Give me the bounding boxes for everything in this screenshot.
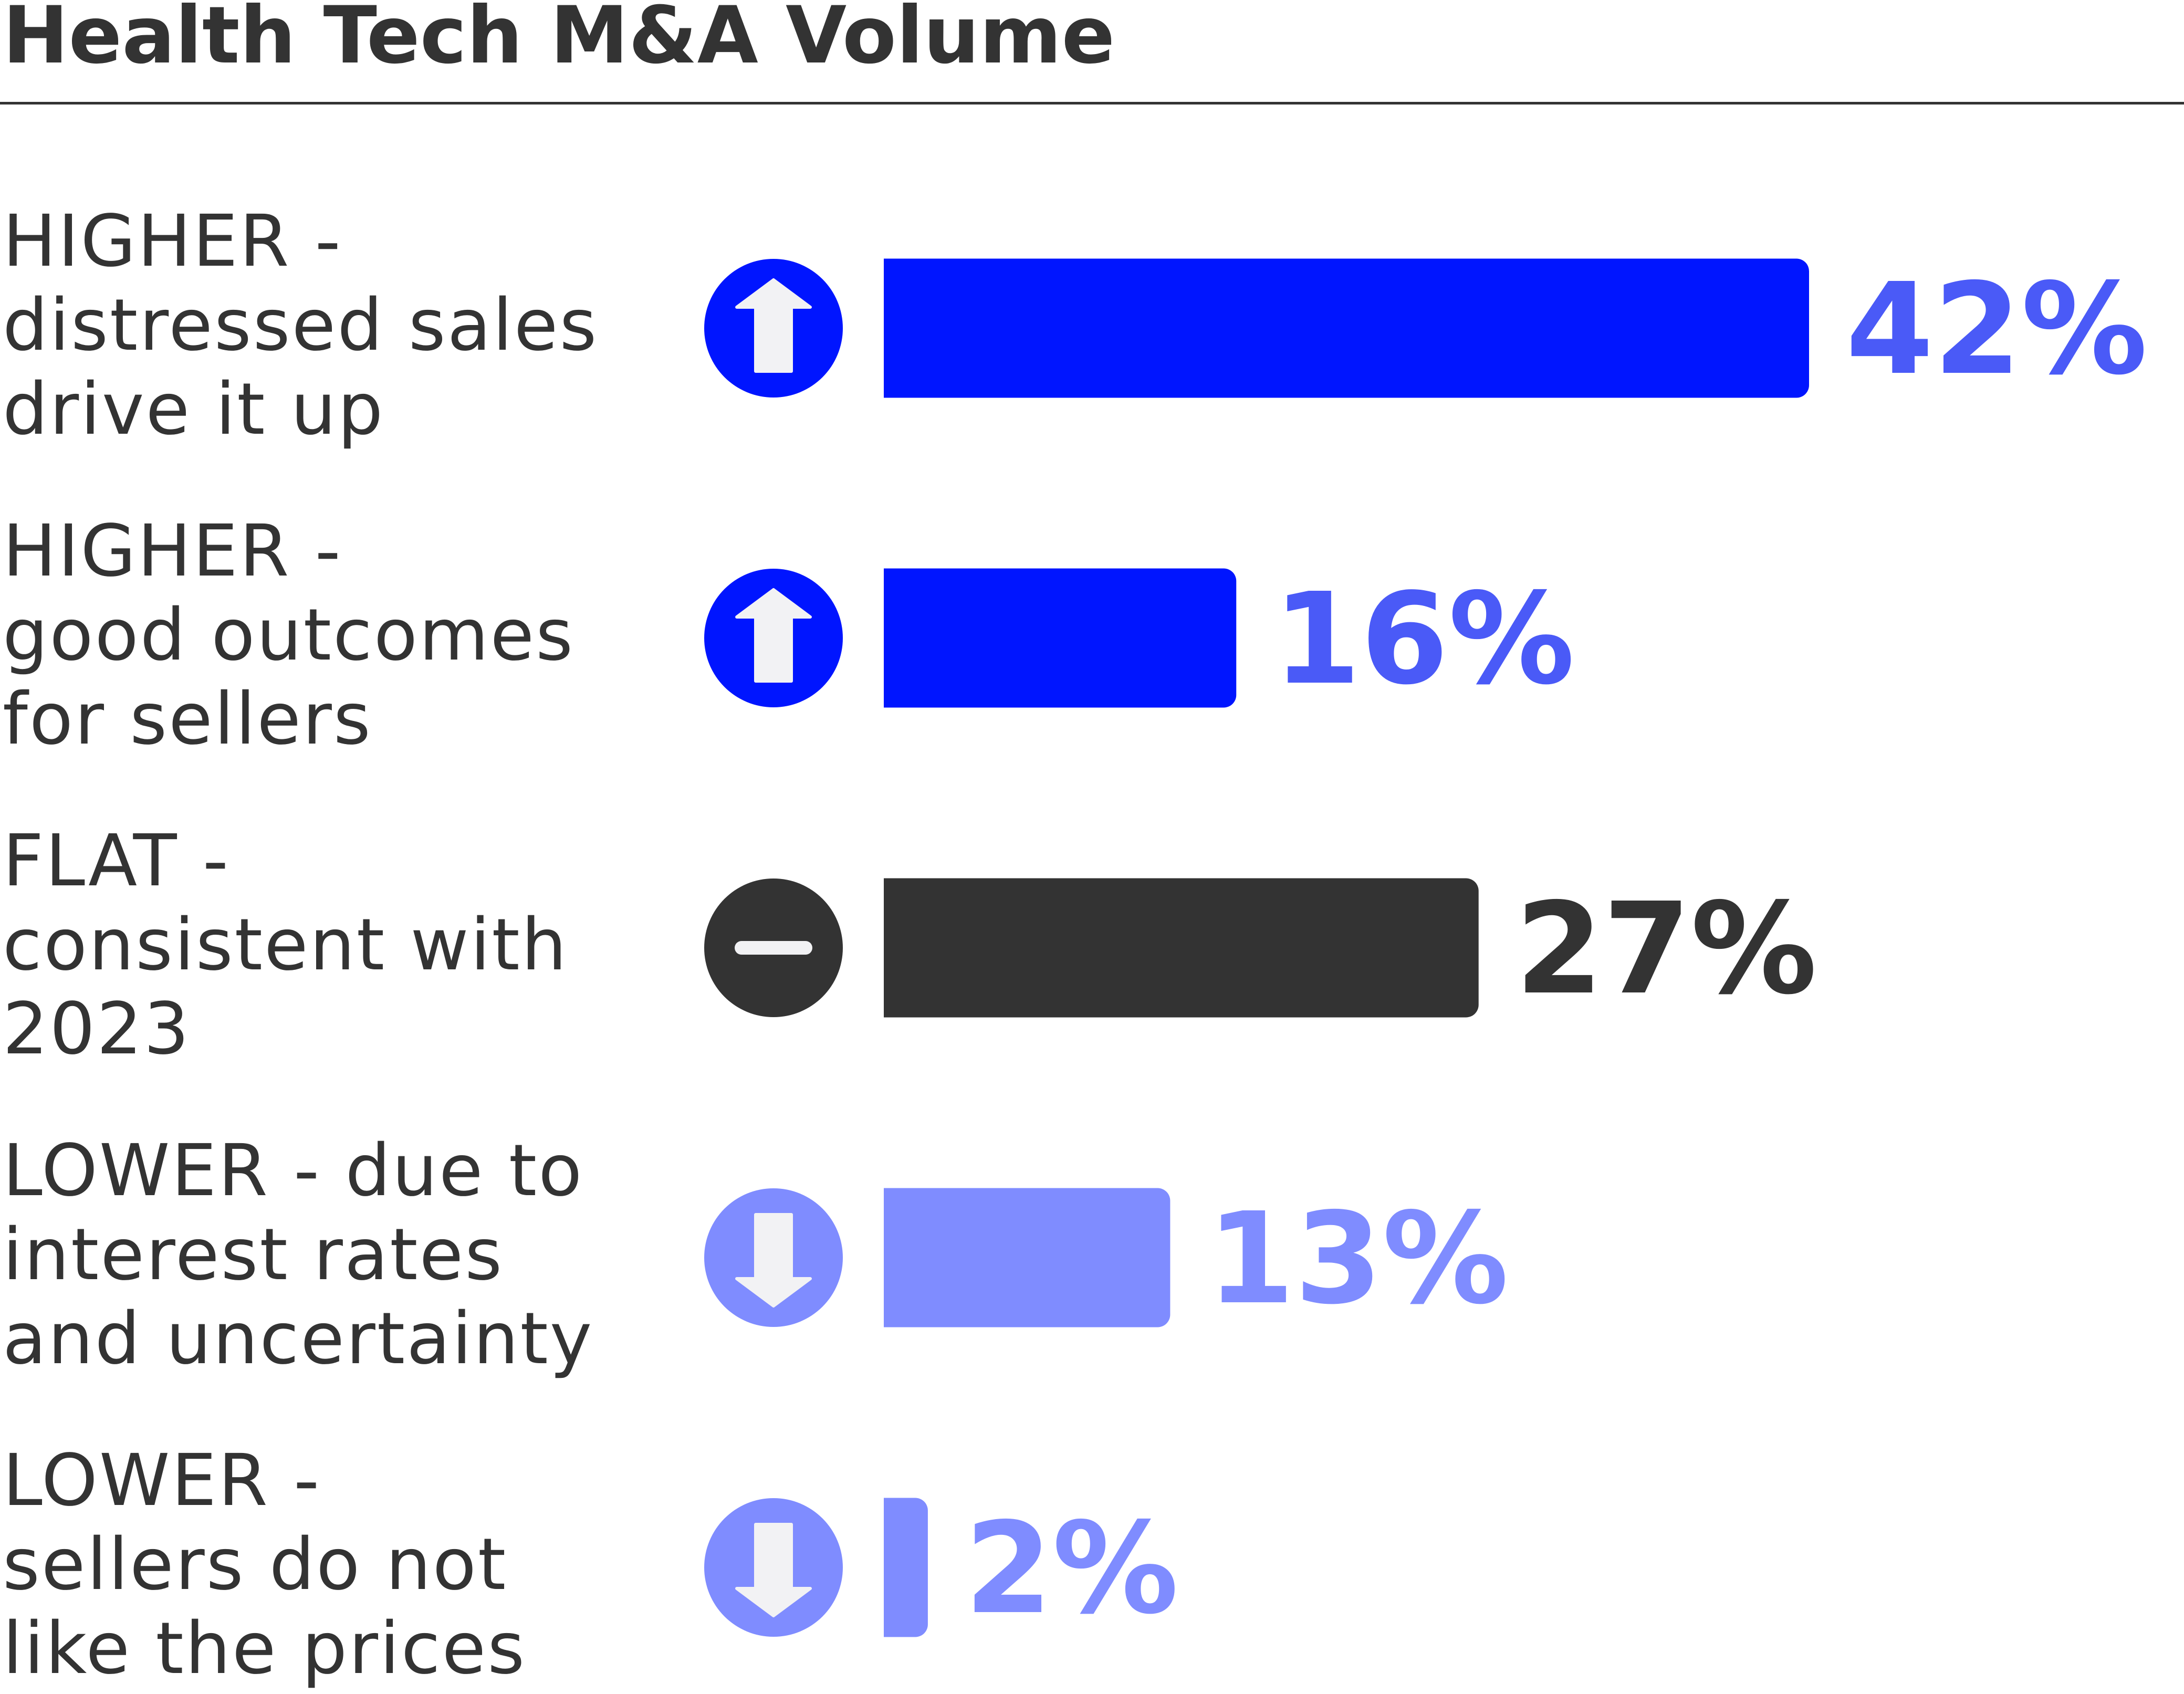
row-label-line: FLAT - [3, 820, 230, 903]
value-label: 42% [1846, 256, 2147, 403]
row-label-line: and uncertainty [3, 1298, 594, 1381]
row-label-line: HIGHER - [3, 200, 342, 283]
row-label: HIGHER - good outcomes for sellers [3, 509, 675, 761]
bar [884, 258, 1809, 398]
row-label-line: 2023 [3, 988, 191, 1071]
row-label: FLAT - consistent with 2023 [3, 819, 675, 1071]
row-label-line: drive it up [3, 368, 385, 451]
arrow-down-icon [735, 1213, 812, 1308]
arrow-up-icon [735, 278, 812, 373]
row-label-line: HIGHER - [3, 510, 342, 593]
row-label-line: distressed sales [3, 284, 599, 367]
arrow-up-icon [735, 588, 812, 683]
row-label-line: LOWER - due to [3, 1130, 584, 1212]
value-label: 27% [1516, 875, 1817, 1022]
bar [884, 1188, 1171, 1327]
row-label: LOWER - due to interest rates and uncertai… [3, 1129, 675, 1381]
row-label-line: LOWER - [3, 1439, 321, 1522]
row-label-line: sellers do not [3, 1523, 508, 1606]
bar [884, 1498, 928, 1637]
value-label: 2% [965, 1495, 1178, 1642]
value-label: 16% [1273, 566, 1574, 713]
row-label-line: for sellers [3, 678, 372, 761]
row-label-line: interest rates [3, 1214, 504, 1296]
row-label-line: good outcomes [3, 594, 575, 677]
row-label-line: consistent with [3, 904, 568, 987]
title-divider [0, 102, 2184, 104]
bar [884, 568, 1237, 708]
arrow-down-icon [735, 1523, 812, 1617]
minus-icon [735, 941, 812, 955]
value-label: 13% [1207, 1185, 1508, 1332]
row-label: LOWER - sellers do not like the prices [3, 1439, 675, 1691]
row-label: HIGHER - distressed sales drive it up [3, 200, 675, 452]
chart-title: Health Tech M&A Volume [3, 0, 1115, 81]
bar [884, 878, 1479, 1018]
row-label-line: like the prices [3, 1607, 527, 1690]
